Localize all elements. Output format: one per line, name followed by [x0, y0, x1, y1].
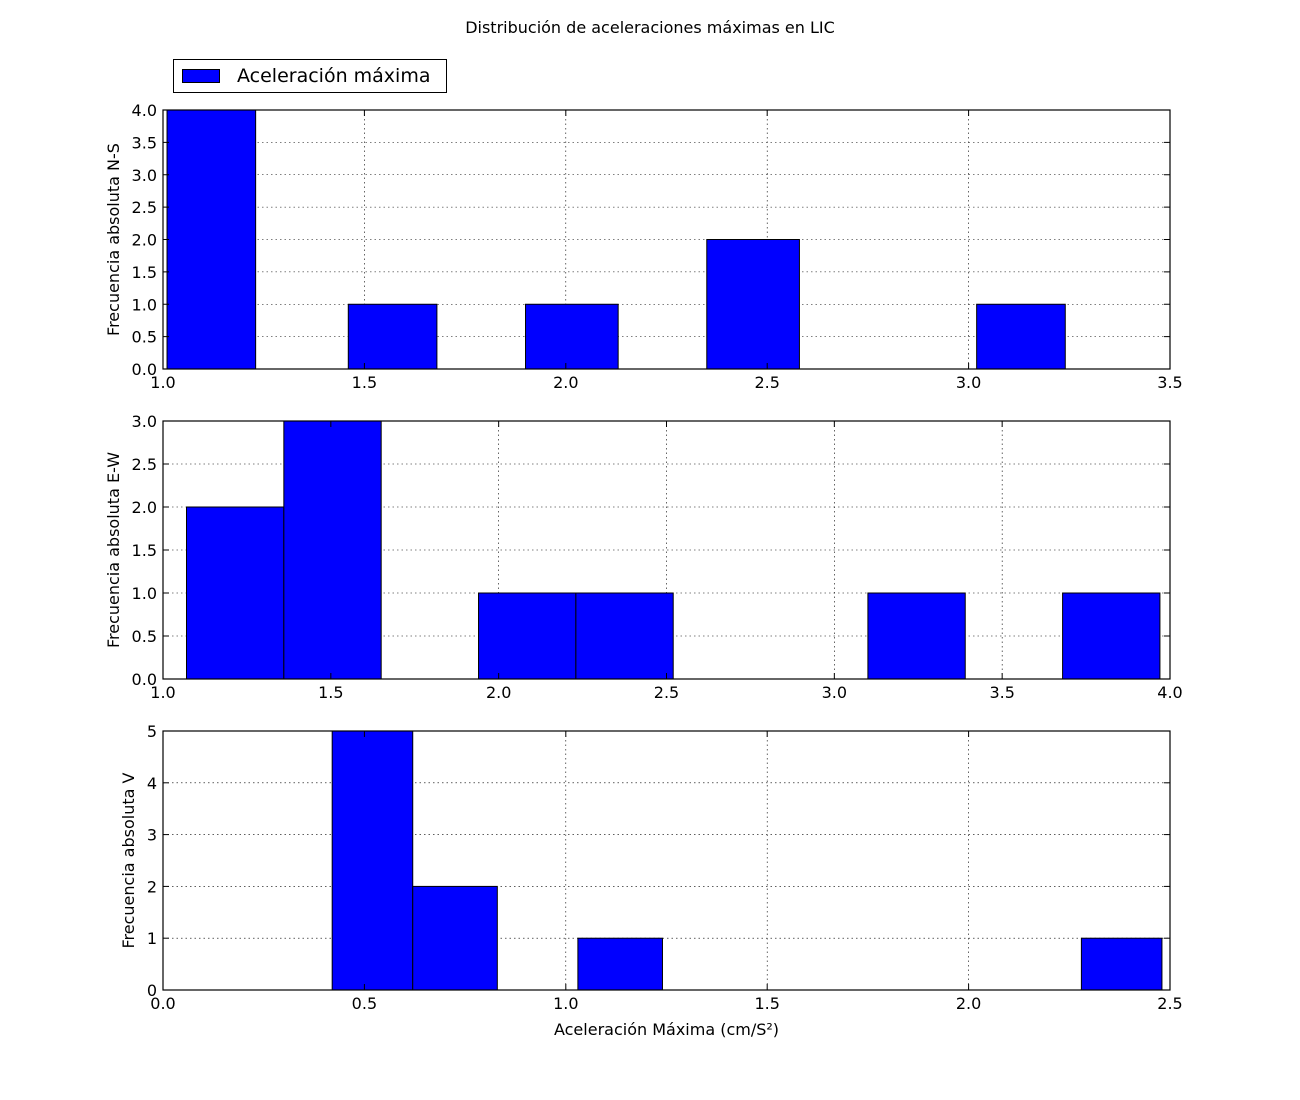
x-tick-label: 1.5	[318, 683, 343, 702]
y-tick-label: 4.0	[132, 101, 157, 120]
histogram-bar	[976, 303, 1066, 370]
y-tick-label: 3.0	[132, 412, 157, 431]
legend-label: Aceleración máxima	[237, 65, 431, 87]
x-axis-label: Aceleración Máxima (cm/S²)	[554, 1020, 779, 1039]
y-tick-label: 3	[147, 826, 157, 845]
histogram-bar	[706, 239, 800, 370]
y-tick-label: 5	[147, 722, 157, 741]
x-tick-label: 3.0	[956, 373, 981, 392]
histogram-bar	[478, 592, 577, 680]
x-tick-label: 3.5	[989, 683, 1014, 702]
y-tick-label: 0.5	[132, 328, 157, 347]
y-tick-label: 1	[147, 929, 157, 948]
y-tick-label: 0	[147, 981, 157, 1000]
histogram-bar	[412, 885, 498, 991]
x-tick-label: 1.5	[352, 373, 377, 392]
histogram-bar	[283, 420, 382, 680]
legend: Aceleración máxima	[173, 59, 447, 93]
x-tick-label: 2.0	[956, 994, 981, 1013]
y-tick-label: 1.5	[132, 263, 157, 282]
y-tick-label: 1.0	[132, 295, 157, 314]
subplot-1: 1.0 1.5 2.0 2.5 3.0 3.5 0.0 0.5 1.0 1.5 2.0 2.5 3.0 3…	[104, 101, 1183, 392]
y-axis-label: Frecuencia absoluta V	[119, 772, 138, 948]
y-tick-label: 0.0	[132, 670, 157, 689]
x-tick-label: 0.0	[150, 994, 175, 1013]
x-tick-label: 1.0	[150, 683, 175, 702]
y-tick-label: 2.0	[132, 231, 157, 250]
histogram-bar	[331, 730, 414, 991]
legend-swatch	[182, 69, 220, 83]
x-tick-label: 1.0	[553, 994, 578, 1013]
subplot-3: 0.0 0.5 1.0 1.5 2.0 2.5 0 1 2 3 4 5 Frecuencia absol…	[119, 722, 1183, 1039]
y-tick-label: 2.5	[132, 455, 157, 474]
subplot-2: 1.0 1.5 2.0 2.5 3.0 3.5 4.0 0.0 0.5 1.0 1.5 2.0 2.5 3…	[104, 412, 1183, 702]
x-tick-label: 1.0	[150, 373, 175, 392]
histogram-bar	[347, 303, 438, 370]
y-tick-label: 4	[147, 774, 157, 793]
y-tick-label: 1.5	[132, 541, 157, 560]
y-axis-label: Frecuencia absoluta E-W	[104, 452, 123, 648]
y-tick-label: 2.5	[132, 198, 157, 217]
y-axis-label: Frecuencia absoluta N-S	[104, 143, 123, 336]
histogram-bar	[575, 592, 674, 680]
histogram-bar	[166, 109, 257, 370]
histogram-bar	[867, 592, 966, 680]
y-tick-label: 1.0	[132, 584, 157, 603]
x-tick-label: 0.5	[352, 994, 377, 1013]
axes-frame	[162, 730, 1171, 991]
y-tick-label: 3.5	[132, 133, 157, 152]
x-tick-label: 2.5	[754, 373, 779, 392]
y-tick-label: 3.0	[132, 166, 157, 185]
figure-title: Distribución de aceleraciones máximas en…	[465, 18, 835, 37]
histogram-bar	[577, 937, 663, 991]
histogram-bar	[185, 506, 285, 680]
x-tick-label: 3.0	[822, 683, 847, 702]
grid	[162, 730, 1171, 991]
x-tick-label: 2.0	[553, 373, 578, 392]
histogram-bar	[525, 303, 619, 370]
x-tick-label: 4.0	[1157, 683, 1182, 702]
x-tick-label: 1.5	[754, 994, 779, 1013]
histogram-bar	[1062, 592, 1161, 680]
histogram-bar	[1080, 937, 1163, 991]
y-tick-label: 2.0	[132, 498, 157, 517]
x-tick-label: 2.5	[654, 683, 679, 702]
y-tick-label: 0.5	[132, 627, 157, 646]
x-tick-label: 2.5	[1157, 994, 1182, 1013]
y-tick-label: 0.0	[132, 360, 157, 379]
x-tick-label: 2.0	[486, 683, 511, 702]
x-tick-label: 3.5	[1157, 373, 1182, 392]
y-tick-label: 2	[147, 877, 157, 896]
